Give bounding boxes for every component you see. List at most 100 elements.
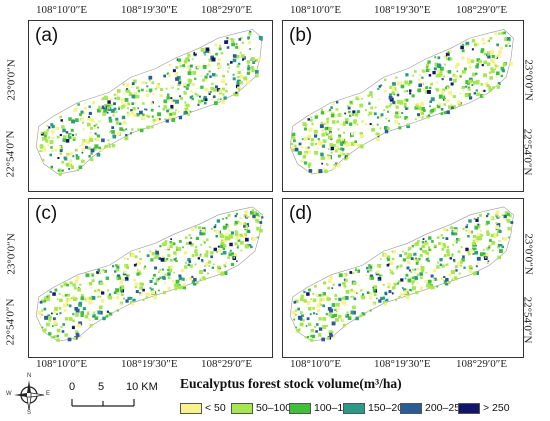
raster-cell <box>150 258 154 262</box>
raster-cell <box>141 116 145 121</box>
raster-cell <box>420 101 424 106</box>
raster-cell <box>127 296 131 300</box>
raster-cell <box>227 63 230 66</box>
raster-cell <box>169 241 172 244</box>
raster-cell <box>495 210 500 215</box>
raster-cell <box>459 260 463 264</box>
raster-cell <box>345 156 349 159</box>
raster-cell <box>157 277 160 280</box>
raster-cell <box>61 125 65 129</box>
raster-cell <box>162 107 165 111</box>
raster-cell <box>295 309 297 312</box>
raster-cell <box>376 123 379 126</box>
raster-cell <box>94 144 99 149</box>
raster-cell <box>113 102 116 106</box>
raster-cell <box>220 51 224 55</box>
raster-cell <box>322 139 327 144</box>
raster-cell <box>440 108 444 111</box>
raster-cell <box>473 234 477 239</box>
raster-cell <box>62 323 65 326</box>
raster-cell <box>232 77 236 81</box>
raster-cell <box>187 53 191 57</box>
raster-cell <box>124 277 129 281</box>
raster-cell <box>310 138 314 142</box>
raster-cell <box>233 92 237 96</box>
raster-cell <box>315 294 318 297</box>
raster-cell <box>326 117 329 121</box>
raster-cell <box>385 126 389 131</box>
raster-cell <box>160 257 165 262</box>
raster-cell <box>65 139 70 143</box>
raster-cell <box>59 149 63 153</box>
raster-cell <box>86 312 90 316</box>
raster-cell <box>335 108 339 111</box>
raster-cell <box>61 330 65 333</box>
raster-cell <box>478 236 482 241</box>
raster-cell <box>308 169 313 173</box>
raster-cell <box>87 311 90 314</box>
raster-cell <box>491 240 496 245</box>
raster-cell <box>172 116 176 119</box>
raster-cell <box>89 138 94 142</box>
raster-cell <box>391 292 394 295</box>
raster-cell <box>58 146 62 149</box>
raster-cell <box>434 62 438 66</box>
raster-cell <box>219 234 223 238</box>
raster-cell <box>422 69 426 73</box>
raster-cell <box>118 122 122 125</box>
raster-cell <box>218 248 222 252</box>
raster-cell <box>442 97 446 101</box>
raster-cell <box>426 253 430 256</box>
raster-cell <box>443 111 447 115</box>
raster-cell <box>191 97 194 101</box>
raster-cell <box>175 109 177 112</box>
raster-cell <box>342 122 346 127</box>
raster-cell <box>368 111 372 115</box>
raster-cell <box>80 296 85 301</box>
raster-cell <box>496 223 501 227</box>
raster-cell <box>239 217 242 220</box>
raster-cell <box>126 88 129 91</box>
raster-cell <box>477 223 480 226</box>
raster-cell <box>168 116 172 120</box>
raster-cell <box>309 313 312 316</box>
raster-cell <box>444 282 449 286</box>
raster-cell <box>44 296 48 300</box>
raster-cell <box>331 321 336 326</box>
raster-cell <box>188 234 191 237</box>
raster-cell <box>460 246 463 249</box>
raster-cell <box>335 110 338 112</box>
raster-cell <box>191 83 194 86</box>
raster-cell <box>189 264 193 268</box>
raster-cell <box>44 134 47 138</box>
raster-cell <box>404 277 407 280</box>
raster-cell <box>41 326 44 329</box>
raster-cell <box>94 316 99 320</box>
raster-cell <box>126 111 129 114</box>
raster-cell <box>504 211 509 215</box>
raster-cell <box>350 310 355 315</box>
raster-cell <box>158 118 161 121</box>
raster-cell <box>337 139 339 141</box>
raster-cell <box>453 231 458 236</box>
lon-tick-bottom-d-1: 108°10′0″E <box>290 358 342 370</box>
raster-cell <box>39 316 42 318</box>
raster-cell <box>303 161 308 165</box>
raster-cell <box>393 93 396 96</box>
raster-cell <box>170 97 173 100</box>
raster-cell <box>214 224 217 226</box>
raster-cell <box>164 273 167 276</box>
raster-cell <box>46 128 49 132</box>
raster-cell <box>225 217 228 220</box>
legend-title: Eucalyptus forest stock volume(m³/ha) <box>180 376 402 391</box>
raster-cell <box>323 122 326 125</box>
raster-cell <box>380 113 384 117</box>
raster-cell <box>257 214 261 218</box>
raster-cell <box>507 226 511 231</box>
raster-cell <box>245 237 249 242</box>
raster-cell <box>307 146 310 149</box>
raster-cell <box>427 259 430 263</box>
raster-cell <box>488 85 492 89</box>
raster-cell <box>442 237 445 239</box>
raster-cell <box>338 297 342 302</box>
